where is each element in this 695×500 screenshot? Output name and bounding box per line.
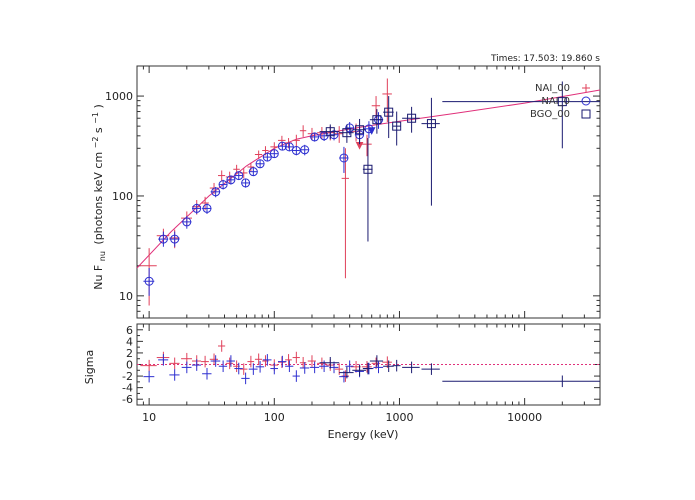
nai-0-point-marker [144,276,154,286]
legend-marker-bgo-00 [581,109,591,119]
legend-label-bgo-00: BGO_00 [530,109,570,120]
nai-0-point-marker [284,142,294,152]
nai-0-point-marker [226,175,236,185]
x-tick-label: 100 [264,411,285,424]
spectrum-plot-frame [136,65,601,319]
y-axis-label-base: Nu F [92,265,105,290]
y-tick-label: 100 [112,190,133,203]
bgo-00-point-marker [426,119,436,129]
nai-0-point-marker [192,203,202,213]
bgo-00-point-marker [392,121,402,131]
residual-y-tick-label: 6 [126,324,133,337]
x-axis-label: Energy (keV) [328,428,399,441]
y-axis-label-close: ) [92,104,105,108]
legend-marker-nai-0 [581,96,591,106]
bgo-00-point-marker [372,115,382,125]
nai-0-point-marker [218,180,228,190]
nai-0-point-marker [234,171,244,181]
nai-0-point-marker [158,234,168,244]
bgo-00-point-marker [355,125,365,135]
nai-0-point-marker [211,187,221,197]
y-axis-label: Nu F nu (photons keV cm −2 s −1 ) [88,104,108,290]
spectrum-panel: 10 100 1000 NAI_00 NAI_0 BGO_00 Nu F nu (pho… [88,65,601,319]
nai-0-point-marker [269,149,279,159]
x-tick-label: 10 [142,411,156,424]
bgo-00-point-marker [384,107,394,117]
nai-0-point-marker [241,178,251,188]
bgo-00-point-marker [407,113,417,123]
times-label: Times: 17.503: 19.860 s [490,54,600,64]
residual-marks [140,340,600,388]
residual-y-tick-label: 4 [126,335,133,348]
y-tick-label: 10 [119,290,133,303]
legend: NAI_00 NAI_0 BGO_00 [530,83,591,120]
y-axis-label-seconds: s [92,127,105,133]
nai-0-point-marker [170,234,180,244]
nai-0-point-marker [248,167,258,177]
nai-0-point-marker [262,152,272,162]
spectrum-marks [140,78,600,306]
bgo-00-point-marker [342,128,352,138]
nai-0-point-marker [339,153,349,163]
residual-y-tick-label: -6 [122,393,133,406]
residual-y-tick-label: -2 [122,370,133,383]
y-axis-label-exponent-2: −1 [91,112,100,124]
bgo-00-point-marker [557,97,567,107]
x-tick-label: 1000 [385,411,413,424]
nai-0-point-marker [182,217,192,227]
spectrum-axis-ticks: 10 100 1000 [105,65,601,319]
nai-0-upper-limit-arrow [367,127,376,135]
nai-0-point-marker [255,159,265,169]
y-tick-label: 1000 [105,90,133,103]
nai-0-point-marker [345,123,355,133]
nai-0-point-marker [300,145,310,155]
legend-label-nai-0: NAI_0 [541,96,570,107]
nai-0-point-marker [202,203,212,213]
y-axis-label-units: (photons keV cm [92,152,105,245]
residual-y-tick-label: -4 [122,382,133,395]
residual-y-tick-label: 2 [126,347,133,360]
nai-0-point-marker [277,141,287,151]
y-axis-label-subscript: nu [98,251,107,261]
legend-label-nai-00: NAI_00 [535,83,570,94]
bgo-00-point-marker [363,164,373,174]
residual-y-axis-label: Sigma [83,350,96,384]
y-axis-label-exponent-1: −2 [91,137,100,149]
residual-y-tick-label: 0 [126,359,133,372]
x-tick-label: 10000 [507,411,542,424]
nai-0-point-marker [310,132,320,142]
bgo-00-point-marker [325,127,335,137]
